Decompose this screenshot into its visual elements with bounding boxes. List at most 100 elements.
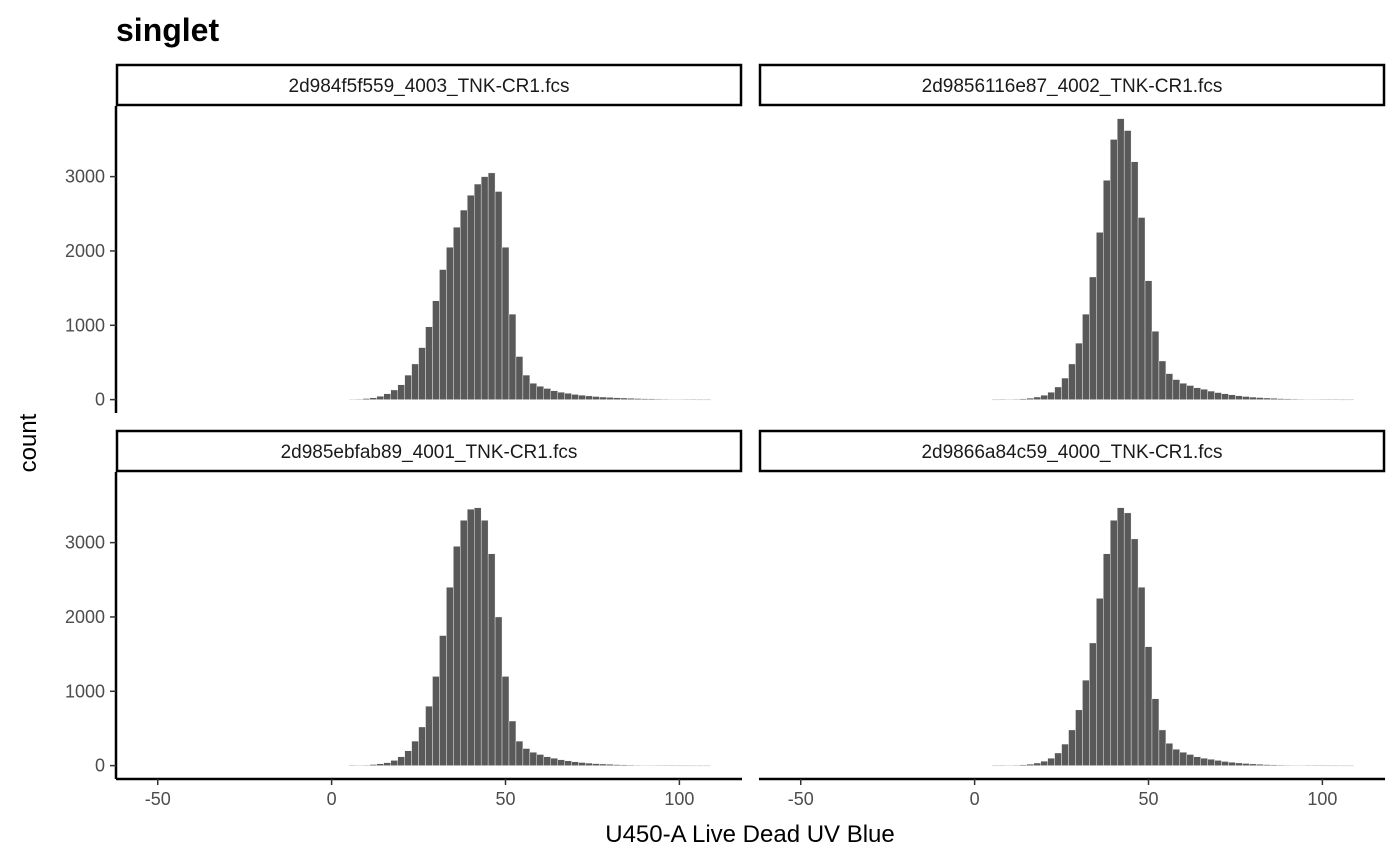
histogram-bar [620,764,628,766]
histogram-bar [703,399,711,401]
histogram-bar [1117,118,1125,400]
histogram-bar [1304,765,1313,767]
histogram-bar [474,507,482,766]
histogram-bar [1089,276,1097,400]
histogram-bar [1144,646,1153,766]
histogram-bar [627,398,635,400]
histogram-bar [557,759,565,766]
histogram-bar [348,399,357,401]
histogram-bar [627,764,635,766]
histogram-bar [578,762,586,766]
histogram-bar [522,748,531,766]
histogram-bar [515,356,524,400]
histogram-bar [529,383,538,400]
histogram-bar [991,765,1000,767]
histogram-bar [355,765,364,767]
histogram-bar [1304,398,1313,400]
histogram-bar [1137,587,1146,766]
histogram-bar [536,754,544,766]
histogram-bar [682,399,691,401]
histogram-bar [390,760,398,766]
histogram-bar [494,616,503,766]
y-tick-label: 1000 [65,315,105,335]
histogram-bar [1214,760,1222,766]
histogram-bar [1165,743,1174,766]
histogram-bar [1172,379,1181,400]
histogram-bar [1075,342,1083,400]
histogram-bar [1290,398,1299,400]
histogram-bar [529,752,538,766]
histogram-bar [668,765,677,767]
histogram-bar [369,397,378,400]
histogram-bar [1311,765,1320,767]
histogram-bar [515,740,524,766]
histogram-bar [1339,399,1347,401]
histogram-bar [508,313,517,400]
histogram-bar [1276,764,1285,766]
y-tick-label: 3000 [65,533,105,553]
histogram-bar [411,740,419,766]
histogram-bar [1186,385,1194,400]
histogram-bar [1137,217,1146,400]
histogram-bar [501,676,510,766]
histogram-bar [613,397,621,400]
histogram-bar [1068,729,1076,766]
histogram-bar [1179,383,1187,400]
histogram-bar [606,764,614,766]
histogram-bar [1235,762,1243,766]
histogram-bar [1249,763,1257,766]
histogram-bar [1012,398,1021,400]
histogram-bar [1200,757,1208,766]
histogram-bar [1193,756,1201,766]
y-tick-label: 3000 [65,167,105,187]
x-tick-label: 0 [327,789,337,809]
facet-panel: 2d9856116e87_4002_TNK-CR1.fcs [758,63,1386,401]
histogram-bar [1123,130,1132,400]
x-tick-label: 100 [664,789,694,809]
histogram-bar [1263,764,1271,766]
histogram-bar [1179,752,1187,766]
histogram-bar [1242,763,1250,766]
histogram-bar [550,757,558,766]
histogram-bar [1082,679,1090,766]
histogram-bar [1221,393,1229,400]
histogram-bar [998,399,1007,401]
histogram-bar [1228,762,1236,766]
histogram-bar [1047,757,1055,766]
histogram-bar [362,398,371,400]
histogram-bar [1130,538,1139,766]
histogram-bars [348,172,711,401]
histogram-bar [661,765,670,767]
histogram-bar [460,520,468,766]
histogram-bar [487,553,496,766]
histogram-bar [1158,729,1167,766]
histogram-bar [1103,180,1111,400]
histogram-bar [1311,399,1320,401]
histogram-bar [599,763,607,766]
histogram-bar [362,764,371,766]
histogram-bar [1061,743,1069,766]
histogram-bar [1012,764,1021,766]
y-tick-label: 1000 [65,681,105,701]
histogram-bar [453,546,461,766]
histogram-bar [564,393,572,400]
histogram-bar [1200,389,1208,400]
histogram-bar [1297,765,1306,767]
histogram-bar [633,398,642,400]
histogram-bar [432,676,440,766]
histogram-bar [647,398,656,400]
histogram-bar [1346,399,1354,401]
histogram-bar [578,394,586,400]
histogram-bar [1005,399,1014,401]
histogram-bars [991,507,1354,767]
histogram-bar [1297,398,1306,400]
histogram-bar [1096,232,1104,400]
histogram-bar [543,756,551,766]
histogram-bar [1026,397,1034,400]
histogram-bar [1089,642,1097,766]
histogram-bar [1318,765,1327,767]
histogram-bars [991,118,1354,401]
histogram-bar [689,399,697,401]
histogram-bar [397,384,405,400]
